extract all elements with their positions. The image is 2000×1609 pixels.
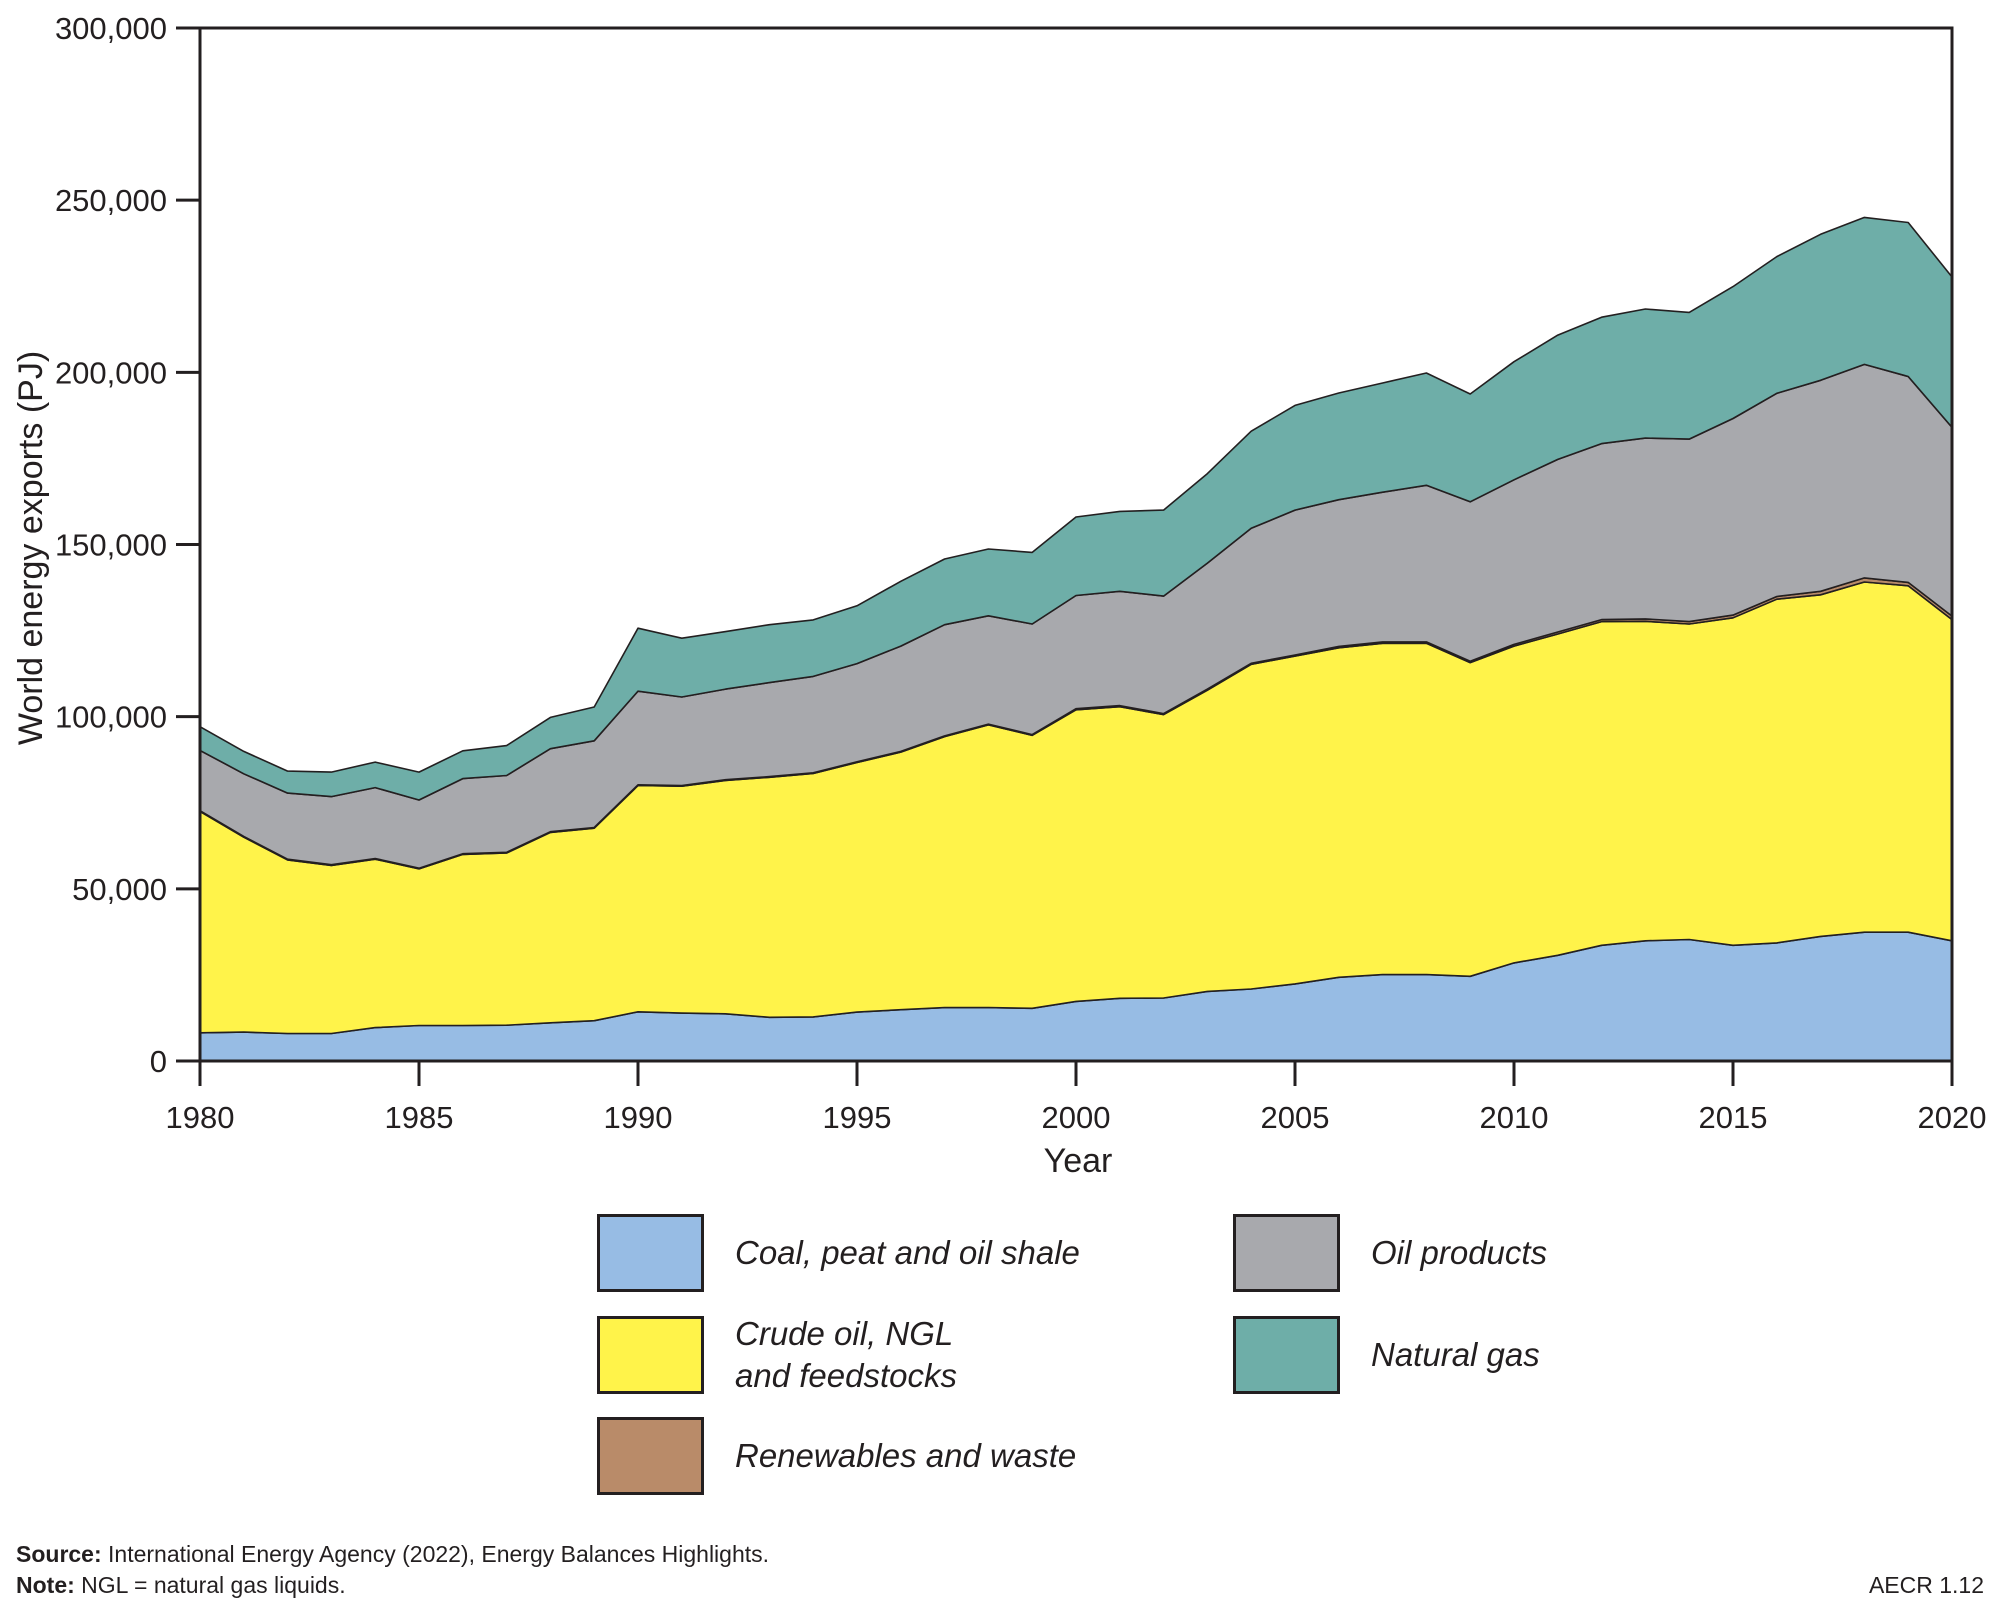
legend-swatch-renewables (597, 1417, 704, 1495)
legend-item-oil-products: Oil products (1233, 1214, 1547, 1292)
x-tick-label: 1990 (604, 1100, 673, 1135)
x-tick-label: 2005 (1261, 1100, 1330, 1135)
note-text: NGL = natural gas liquids. (74, 1572, 346, 1598)
y-axis: 0 50,000 100,000 150,000 200,000 250,000 300,0… (55, 11, 200, 1079)
x-tick-label: 1985 (385, 1100, 454, 1135)
x-axis: 1980 1985 1990 1995 2000 2005 2010 2015 2020 (166, 1061, 1987, 1135)
note-label: Note: (16, 1572, 75, 1598)
footnote: Note: NGL = natural gas liquids. (16, 1572, 346, 1599)
x-tick-label: 2020 (1918, 1100, 1987, 1135)
legend-swatch-natural-gas (1233, 1316, 1340, 1394)
x-tick-label: 1995 (823, 1100, 892, 1135)
legend-label-coal: Coal, peat and oil shale (735, 1234, 1080, 1271)
y-tick-label: 200,000 (55, 355, 167, 390)
x-tick-label: 2015 (1699, 1100, 1768, 1135)
y-tick-label: 250,000 (55, 183, 167, 218)
legend-swatch-coal (597, 1214, 704, 1292)
x-axis-title: Year (1044, 1142, 1113, 1180)
x-tick-label: 2000 (1042, 1100, 1111, 1135)
legend-swatch-oil-products (1233, 1214, 1340, 1292)
y-tick-label: 100,000 (55, 700, 167, 735)
source-text: International Energy Agency (2022), Ener… (101, 1541, 770, 1567)
y-tick-label: 150,000 (55, 528, 167, 563)
x-tick-label: 2010 (1480, 1100, 1549, 1135)
y-tick-label: 50,000 (72, 872, 167, 907)
y-tick-label: 300,000 (55, 11, 167, 46)
y-axis-title: World energy exports (PJ) (12, 351, 50, 745)
x-tick-label: 1980 (166, 1100, 235, 1135)
legend-label-renewables: Renewables and waste (735, 1437, 1077, 1474)
area-layers (199, 216, 1953, 1062)
y-tick-label: 0 (150, 1044, 167, 1079)
legend-swatch-crude-oil (597, 1316, 704, 1394)
source-label: Source: (16, 1541, 102, 1567)
source-note: Source: International Energy Agency (202… (16, 1541, 769, 1568)
legend-item-natural-gas: Natural gas (1233, 1316, 1540, 1394)
legend-item-renewables: Renewables and waste (597, 1417, 1076, 1495)
legend-label-natural-gas: Natural gas (1371, 1336, 1540, 1373)
legend-label-oil-products: Oil products (1371, 1234, 1548, 1271)
legend-item-coal: Coal, peat and oil shale (597, 1214, 1080, 1292)
legend-item-crude-oil: Crude oil, NGL and feedstocks (597, 1315, 957, 1394)
figure-id: AECR 1.12 (1868, 1572, 1984, 1598)
legend-label-crude-oil: Crude oil, NGL and feedstocks (735, 1315, 957, 1394)
